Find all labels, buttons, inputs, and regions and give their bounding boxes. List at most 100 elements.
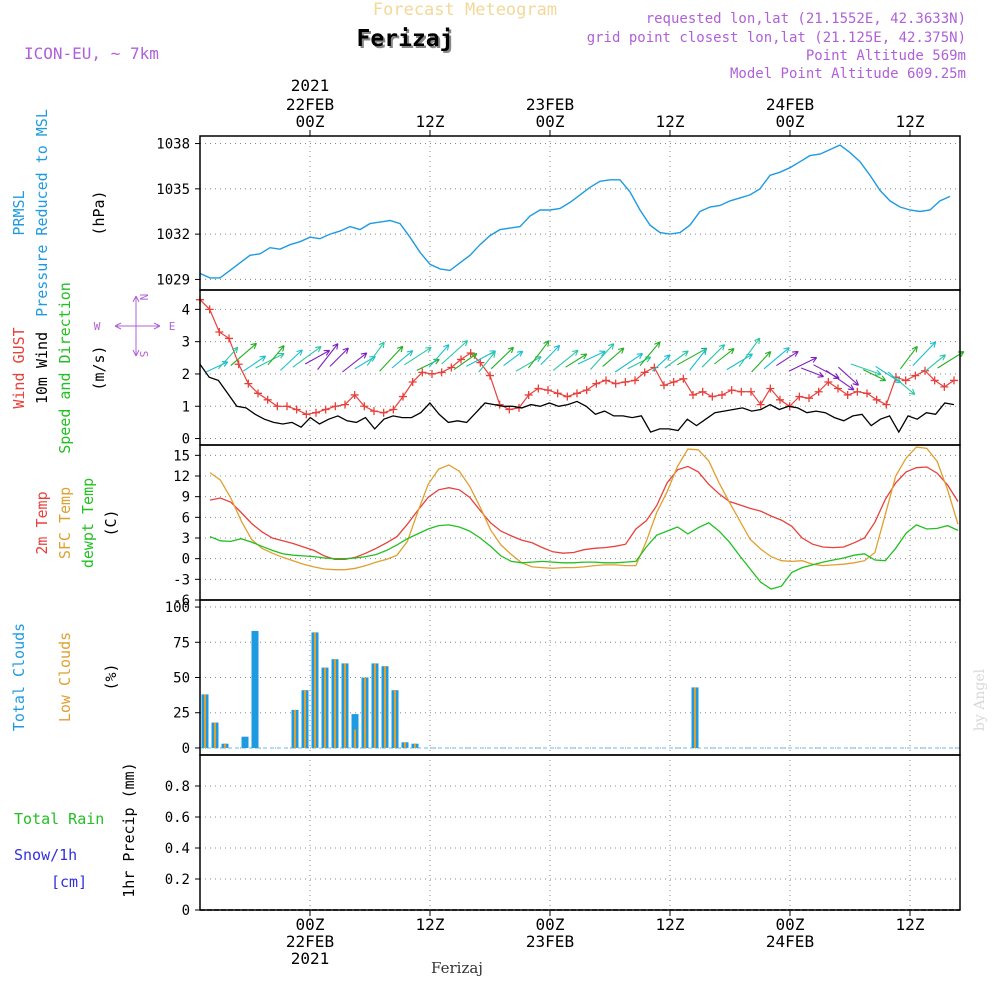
- wind-direction-arrow: [527, 340, 550, 369]
- temp-unit: (C): [102, 509, 120, 536]
- low-cloud-bar: [394, 690, 396, 748]
- wind-gust-point: [863, 389, 871, 398]
- wind-direction-arrow: [689, 348, 707, 371]
- wind-direction-arrow: [441, 340, 469, 365]
- y-tick-label: 0: [182, 903, 190, 919]
- wind-gust-point: [263, 395, 272, 404]
- wind-direction-arrow: [515, 356, 542, 372]
- compass-s: S: [137, 351, 150, 358]
- low-cloud-bar: [324, 667, 326, 748]
- low-cloud-bar: [224, 743, 226, 748]
- panel-frame: [199, 289, 961, 446]
- faded-title: Forecast Meteogram: [373, 0, 557, 20]
- wind-gust-point: [698, 387, 707, 396]
- wind-gust-point: [631, 376, 639, 385]
- wind-gust-point: [911, 371, 920, 380]
- wind-gust-point: [534, 384, 543, 393]
- temp-2m-line: [209, 465, 959, 561]
- compass-cross: [114, 295, 161, 357]
- wind-gust-point: [940, 382, 949, 391]
- wind-direction-arrow: [850, 363, 882, 376]
- wind-gust-point: [776, 395, 784, 404]
- wind-direction-arrow: [838, 366, 860, 386]
- wind-label-10m: 10m Wind: [33, 332, 51, 404]
- wind-gust-point: [669, 378, 678, 387]
- wind-direction-arrow: [205, 361, 229, 373]
- wind-gust-point: [950, 376, 958, 385]
- wind-direction-arrow: [329, 347, 349, 367]
- wind-gust-point: [524, 390, 533, 399]
- x-tick-label-top: 12Z: [656, 112, 685, 131]
- wind-label-dir: Speed and Direction: [56, 282, 74, 454]
- y-tick-label: 25: [173, 706, 190, 722]
- wind-gust-point: [321, 405, 330, 414]
- wind-gust-point: [602, 376, 610, 385]
- wind-direction-arrow: [342, 352, 368, 373]
- wind-gust-point: [476, 358, 485, 367]
- model-label: ICON-EU, ~ 7km: [24, 44, 159, 63]
- wind-gust-point: [834, 384, 842, 393]
- wind-gust-point: [370, 407, 378, 416]
- wind-direction-arrow: [924, 354, 946, 372]
- x-tick-label-bottom: 00Z: [296, 915, 325, 934]
- x-tick-label-bottom: 12Z: [656, 915, 685, 934]
- low-cloud-bar: [334, 659, 336, 748]
- y-tick-label: 0.8: [165, 779, 190, 795]
- wind-direction-arrow: [912, 341, 937, 366]
- wind-gust-point: [582, 386, 591, 395]
- footer-station: Ferizaj: [431, 959, 483, 977]
- wind-gust-point: [225, 334, 233, 343]
- wind-gust-point: [331, 402, 340, 411]
- wind-gust-point: [408, 378, 417, 387]
- wind-gust-point: [399, 392, 407, 401]
- wind-gust-point: [544, 386, 552, 395]
- temp-sfc-line: [209, 446, 959, 571]
- total-cloud-bar: [241, 736, 249, 748]
- low-cloud-bar: [694, 687, 696, 748]
- wind-gust-point: [573, 389, 581, 398]
- wind-gust-point: [254, 389, 262, 398]
- low-cloud-bar: [414, 743, 416, 748]
- y-tick-label: 4: [182, 302, 190, 318]
- wind-direction-arrow: [602, 347, 625, 367]
- wind-gust-point: [901, 376, 910, 385]
- y-tick-label: 1032: [156, 227, 190, 243]
- wind-direction-arrow: [763, 347, 790, 370]
- low-cloud-bar: [214, 722, 216, 748]
- y-tick-label: 50: [173, 671, 190, 687]
- model-altitude: Model Point Altitude 609.25m: [730, 66, 966, 82]
- y-tick-label: 0.4: [165, 841, 190, 857]
- y-tick-label: 1029: [156, 272, 190, 288]
- panel-frame: [199, 444, 961, 601]
- x-tick-label-bottom: 23FEB: [526, 932, 574, 951]
- low-cloud-bar: [384, 666, 386, 748]
- x-tick-label-top: 00Z: [776, 112, 805, 131]
- wind-direction-arrow: [217, 346, 239, 370]
- x-tick-label-top: 12Z: [416, 112, 445, 131]
- wind-gust-point: [766, 384, 775, 393]
- wind-gust-point: [747, 387, 755, 396]
- wind-direction-arrow: [490, 346, 515, 370]
- x-tick-label-top: 24FEB: [766, 95, 814, 114]
- y-tick-label: -3: [173, 572, 190, 588]
- wind-gust-point: [727, 386, 736, 395]
- wind-gust-point: [621, 378, 630, 387]
- wind-direction-arrow: [801, 367, 825, 378]
- wind-direction-arrow: [366, 341, 385, 366]
- clouds-unit: (%): [102, 663, 120, 690]
- x-tick-label-top: 22FEB: [286, 95, 334, 114]
- y-tick-label: 0.6: [165, 810, 190, 826]
- compass-e: E: [169, 320, 176, 333]
- x-tick-label-top: 00Z: [536, 112, 565, 131]
- wind-direction-arrow: [887, 371, 916, 396]
- panel-frame: [199, 754, 961, 911]
- wind-direction-arrow: [788, 356, 818, 372]
- wind-direction-arrow: [503, 350, 524, 367]
- temp-label-dewpt: dewpt Temp: [79, 478, 97, 568]
- precip-cm-label: [cm]: [51, 873, 87, 891]
- x-tick-label-bottom: 2021: [291, 949, 330, 968]
- low-cloud-bar: [344, 663, 346, 748]
- pressure-line: [199, 144, 951, 279]
- wind-gust-point: [360, 402, 369, 411]
